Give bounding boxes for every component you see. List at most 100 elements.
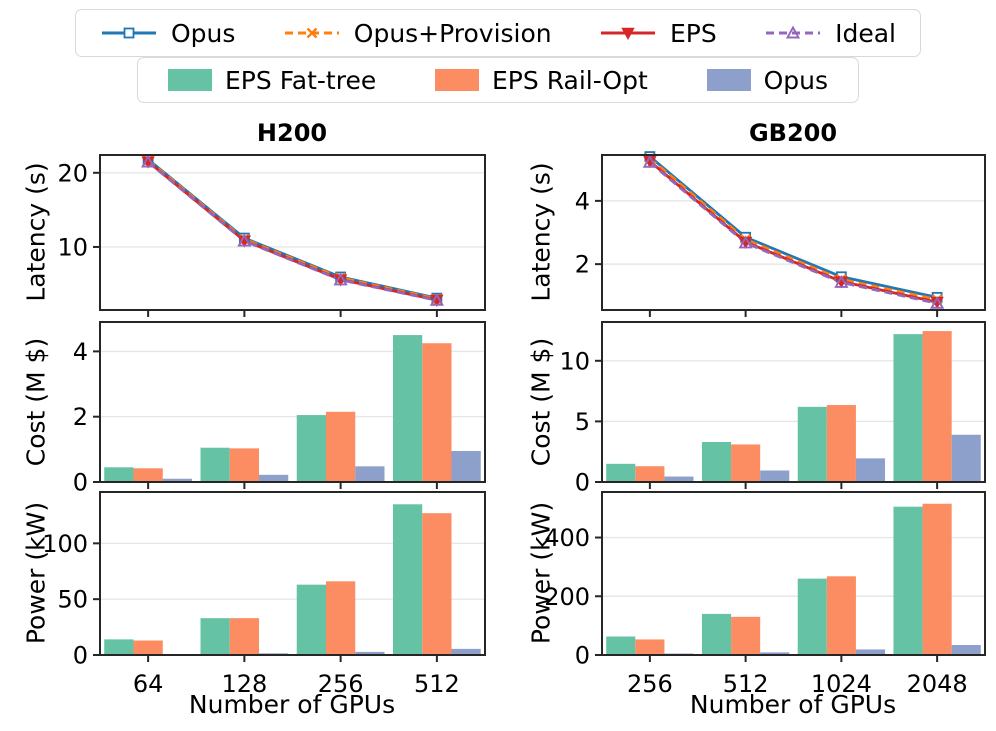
line-ideal — [147, 160, 438, 302]
marker-triangle-up-icon — [834, 275, 849, 288]
axes-frame — [99, 491, 486, 656]
x-tick-label: 256 — [318, 670, 364, 698]
bar-eps-rail-opt — [922, 503, 952, 655]
panel-h200-power: 0 50 100 64 128 256 512 — [30, 488, 490, 700]
panel-h200-cost: 0 2 4 — [30, 318, 490, 493]
x-tick-label: 128 — [221, 670, 267, 698]
bar-legend: EPS Fat-tree EPS Rail-Opt Opus — [137, 57, 859, 103]
y-tick-label: 50 — [57, 586, 88, 614]
legend-label: Opus — [763, 65, 828, 95]
marker-triangle-down-icon — [621, 27, 635, 40]
y-tick-label: 400 — [544, 524, 590, 552]
axes-frame — [601, 491, 986, 656]
column-title-gb200: GB200 — [748, 119, 838, 147]
panel-gb200-cost: 0 5 10 — [532, 318, 990, 493]
legend-item-eps-rail-opt: EPS Rail-Opt — [435, 66, 648, 95]
bar-opus — [855, 458, 886, 482]
column-title-h200: H200 — [256, 119, 328, 147]
legend-label: Opus+Provision — [353, 18, 552, 48]
marker-x-icon — [306, 27, 318, 39]
marker-triangle-up-icon — [333, 272, 348, 286]
legend-item-opus-line: Opus — [100, 19, 235, 48]
bar-eps-fat-tree — [893, 506, 923, 655]
y-tick-label: 0 — [575, 642, 590, 670]
bar-opus — [951, 434, 981, 482]
y-tick-label: 10 — [559, 347, 590, 375]
legend-item-ideal: Ideal — [764, 19, 896, 48]
eps-line-marker-icon — [599, 20, 657, 46]
x-tick-label: 1024 — [811, 670, 872, 698]
panel-h200-latency: 10 20 — [30, 150, 490, 320]
bar-eps-fat-tree — [797, 578, 827, 655]
bar-eps-rail-opt — [922, 331, 952, 482]
bar-opus — [451, 648, 481, 655]
x-tick-label: 512 — [723, 670, 769, 698]
bar-eps-rail-opt — [731, 616, 761, 655]
y-tick-label: 0 — [73, 469, 88, 494]
h200-power-plot-area: 0 50 100 64 128 256 512 — [42, 491, 486, 698]
axes-frame — [99, 321, 486, 483]
marker-square-icon — [123, 27, 135, 39]
bar-opus — [760, 470, 790, 482]
bar-eps-fat-tree — [606, 463, 636, 482]
y-tick-label: 100 — [42, 530, 88, 558]
y-tick-label: 2 — [575, 251, 590, 279]
line-opus-provision — [648, 157, 938, 301]
opus-line-marker-icon — [100, 20, 158, 46]
bar-eps-rail-opt — [229, 448, 260, 482]
x-tick-label: 512 — [414, 670, 460, 698]
line-opus — [648, 155, 938, 299]
bar-opus — [259, 474, 289, 482]
bar-opus — [451, 450, 481, 482]
ideal-line-marker-icon — [764, 20, 822, 46]
x-axis-label-gb200: Number of GPUs — [689, 690, 897, 719]
gb200-power-plot-area: 0 200 400 256 512 1024 2048 — [544, 491, 986, 698]
y-tick-label: 20 — [57, 159, 88, 187]
bar-opus — [951, 645, 981, 655]
opus-provision-line-marker-icon — [283, 20, 341, 46]
legend-item-opus-bar: Opus — [706, 65, 828, 95]
bar-eps-fat-tree — [104, 639, 134, 655]
y-tick-label: 4 — [73, 338, 88, 366]
bar-eps-rail-opt — [731, 444, 761, 482]
x-axis-label-h200: Number of GPUs — [188, 690, 396, 719]
marker-triangle-up-icon — [642, 154, 657, 168]
y-tick-label: 2 — [73, 403, 88, 431]
h200-cost-plot-area: 0 2 4 — [73, 321, 486, 494]
y-tick-label: 10 — [57, 233, 88, 261]
x-tick-label: 2048 — [907, 670, 968, 698]
bar-opus — [162, 478, 193, 482]
bar-eps-fat-tree — [797, 406, 827, 482]
bar-eps-fat-tree — [606, 636, 636, 655]
bar-eps-rail-opt — [826, 405, 856, 482]
opus-swatch-icon — [706, 69, 751, 91]
bar-eps-rail-opt — [422, 343, 452, 482]
line-opus-provision — [147, 159, 438, 301]
eps-rail-opt-swatch-icon — [435, 69, 479, 91]
legend-item-eps-fat-tree: EPS Fat-tree — [168, 66, 376, 95]
bar-eps-fat-tree — [392, 335, 423, 482]
bar-eps-fat-tree — [893, 334, 923, 482]
bar-eps-rail-opt — [635, 466, 665, 482]
y-tick-label: 200 — [544, 583, 590, 611]
axes-frame — [601, 321, 986, 483]
marker-triangle-up-icon — [429, 292, 444, 306]
bar-opus — [355, 466, 385, 482]
panel-gb200-power: 0 200 400 256 512 1024 2048 — [532, 488, 990, 700]
x-tick-label: 256 — [627, 670, 673, 698]
gb200-latency-plot-area: 24 — [575, 151, 986, 317]
y-tick-label: 0 — [73, 642, 88, 670]
bar-eps-fat-tree — [296, 415, 326, 482]
legend-label: Ideal — [835, 18, 896, 48]
bar-eps-rail-opt — [229, 618, 260, 655]
y-tick-label: 0 — [575, 469, 590, 494]
marker-triangle-up-icon — [141, 154, 156, 168]
legend-label: EPS — [670, 18, 717, 48]
bar-opus — [664, 476, 694, 482]
line-ideal — [648, 161, 938, 305]
legend-item-opus-provision: Opus+Provision — [283, 19, 552, 48]
marker-triangle-up-icon — [785, 25, 801, 39]
axes-frame — [99, 154, 486, 311]
legend-label: EPS Fat-tree — [225, 65, 377, 95]
